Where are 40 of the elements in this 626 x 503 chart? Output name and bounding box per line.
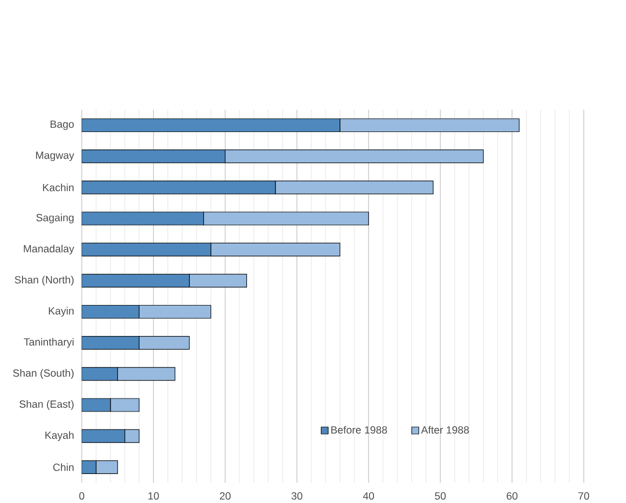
x-tick-label: 10 [148,492,159,500]
bar [82,150,226,164]
x-tick-label: 50 [434,492,446,500]
bar [117,367,176,381]
bar [124,429,140,443]
y-tick-label: Kachin [43,184,74,192]
legend-label: Before 1988 [331,426,387,434]
bar [138,336,190,350]
bar [82,460,96,474]
y-tick-label: Kayah [45,431,74,441]
x-tick-label: 70 [578,492,590,500]
bar [82,429,126,443]
y-tick-label: Sagaing [36,214,74,224]
bar [138,304,212,319]
bar [82,212,204,226]
bar [82,118,340,132]
x-tick-label: 20 [220,492,231,500]
bar [82,242,212,256]
bar [189,274,247,288]
y-tick-label: Shan (South) [13,369,74,379]
y-tick-label: Shan (East) [19,400,74,410]
y-tick-label: Manadalay [24,244,74,254]
bar [82,274,190,288]
y-tick-label: Bago [50,120,74,130]
x-tick-label: 30 [291,492,302,500]
bar [110,398,140,412]
y-tick-label: Shan (North) [14,276,74,286]
y-tick-label: Magway [36,152,74,162]
y-tick-label: Chin [53,463,74,472]
bar [82,367,118,381]
x-tick-label: 0 [79,492,84,500]
bar [82,398,111,412]
legend-label: After 1988 [421,426,469,434]
y-tick-label: Kayin [48,306,74,317]
bar [82,304,140,319]
y-tick-label: Tanintharyi [24,338,74,348]
bar [82,336,140,350]
bar [82,180,276,194]
x-tick-label: 60 [506,492,518,500]
x-tick-label: 40 [363,492,374,500]
